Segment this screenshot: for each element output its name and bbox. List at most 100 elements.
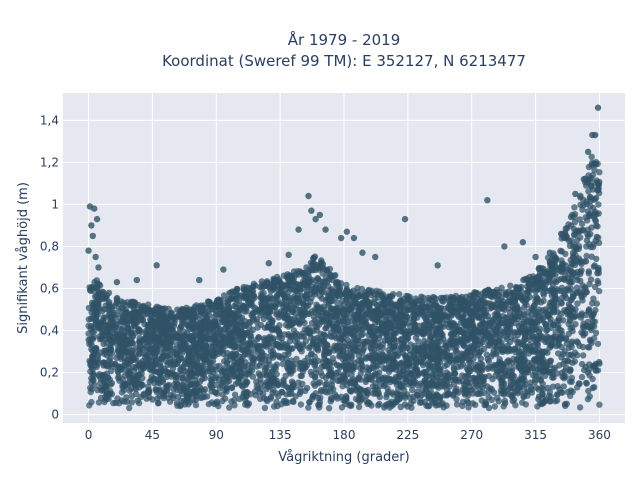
scatter-point bbox=[325, 405, 333, 412]
scatter-point bbox=[485, 286, 492, 294]
scatter-point bbox=[115, 307, 122, 314]
scatter-point bbox=[463, 355, 471, 362]
scatter-point bbox=[275, 393, 282, 400]
scatter-point bbox=[159, 310, 166, 318]
scatter-point bbox=[150, 361, 157, 368]
scatter-point bbox=[347, 288, 354, 296]
scatter-point bbox=[404, 293, 412, 300]
scatter-point bbox=[592, 237, 599, 244]
scatter-point bbox=[588, 153, 595, 160]
scatter-point bbox=[489, 375, 496, 383]
scatter-point bbox=[328, 369, 335, 377]
scatter-point bbox=[389, 355, 396, 362]
scatter-point bbox=[519, 351, 526, 358]
scatter-point bbox=[250, 316, 257, 323]
scatter-point bbox=[591, 166, 598, 174]
scatter-point bbox=[435, 365, 443, 373]
scatter-point bbox=[141, 390, 148, 397]
scatter-point bbox=[558, 335, 565, 342]
scatter-point bbox=[568, 374, 576, 382]
scatter-point bbox=[382, 354, 389, 362]
scatter-point bbox=[420, 361, 427, 369]
scatter-point bbox=[178, 371, 186, 378]
scatter-point bbox=[453, 401, 461, 408]
scatter-point bbox=[376, 306, 383, 314]
scatter-point bbox=[256, 372, 263, 379]
scatter-point bbox=[305, 344, 313, 352]
scatter-point bbox=[591, 262, 598, 269]
scatter-point bbox=[185, 361, 192, 368]
scatter-point bbox=[454, 363, 462, 371]
scatter-point bbox=[368, 315, 376, 322]
scatter-point bbox=[490, 347, 497, 354]
chart-title: År 1979 - 2019 bbox=[288, 30, 401, 49]
scatter-point bbox=[594, 340, 602, 348]
scatter-point bbox=[521, 383, 528, 390]
scatter-point bbox=[582, 258, 590, 265]
scatter-point bbox=[102, 302, 110, 309]
scatter-point bbox=[224, 302, 232, 309]
scatter-point bbox=[433, 392, 441, 399]
scatter-point bbox=[250, 339, 258, 347]
scatter-point bbox=[277, 283, 284, 291]
scatter-point bbox=[554, 370, 561, 377]
scatter-point bbox=[500, 298, 507, 305]
scatter-point bbox=[138, 382, 145, 389]
scatter-point bbox=[540, 297, 547, 304]
scatter-point bbox=[412, 360, 420, 367]
scatter-point bbox=[309, 393, 316, 400]
scatter-point bbox=[579, 297, 586, 304]
scatter-point bbox=[204, 393, 211, 400]
scatter-point bbox=[569, 324, 576, 331]
scatter-point bbox=[352, 395, 360, 403]
scatter-point bbox=[507, 282, 514, 289]
scatter-point bbox=[586, 280, 593, 288]
scatter-point bbox=[174, 402, 181, 409]
scatter-point bbox=[558, 260, 566, 267]
scatter-point bbox=[481, 325, 489, 332]
scatter-point bbox=[103, 326, 111, 333]
scatter-point bbox=[421, 314, 429, 322]
scatter-point bbox=[505, 293, 512, 300]
scatter-point bbox=[570, 254, 577, 261]
scatter-point bbox=[88, 334, 96, 342]
scatter-point bbox=[118, 351, 125, 358]
scatter-point bbox=[559, 317, 567, 324]
scatter-point bbox=[454, 389, 462, 396]
scatter-point bbox=[96, 371, 103, 378]
scatter-point bbox=[153, 388, 160, 396]
scatter-point bbox=[562, 373, 569, 380]
scatter-point bbox=[270, 403, 278, 410]
scatter-point bbox=[589, 312, 596, 319]
scatter-point bbox=[484, 356, 491, 363]
scatter-point bbox=[401, 352, 409, 359]
scatter-point bbox=[313, 261, 320, 269]
scatter-point bbox=[325, 276, 333, 283]
scatter-point bbox=[158, 325, 165, 332]
scatter-point bbox=[210, 302, 218, 309]
scatter-point bbox=[291, 283, 298, 290]
scatter-point bbox=[500, 363, 507, 370]
scatter-point bbox=[596, 287, 603, 295]
scatter-point bbox=[222, 321, 229, 328]
scatter-point bbox=[462, 306, 469, 313]
scatter-point bbox=[246, 332, 253, 340]
scatter-point bbox=[208, 399, 216, 406]
scatter-point bbox=[103, 390, 111, 397]
scatter-point bbox=[264, 367, 271, 374]
scatter-point bbox=[349, 338, 356, 345]
scatter-point bbox=[416, 310, 423, 318]
scatter-point bbox=[347, 388, 355, 395]
scatter-point bbox=[532, 293, 540, 300]
scatter-point bbox=[283, 391, 290, 398]
scatter-point bbox=[268, 393, 275, 401]
scatter-point bbox=[199, 351, 206, 358]
scatter-point bbox=[340, 339, 348, 346]
scatter-point bbox=[290, 382, 297, 389]
scatter-point bbox=[405, 304, 412, 311]
scatter-point bbox=[108, 391, 116, 398]
scatter-point bbox=[585, 268, 592, 275]
scatter-point bbox=[347, 345, 354, 352]
scatter-point bbox=[231, 359, 238, 366]
scatter-point bbox=[420, 354, 427, 361]
